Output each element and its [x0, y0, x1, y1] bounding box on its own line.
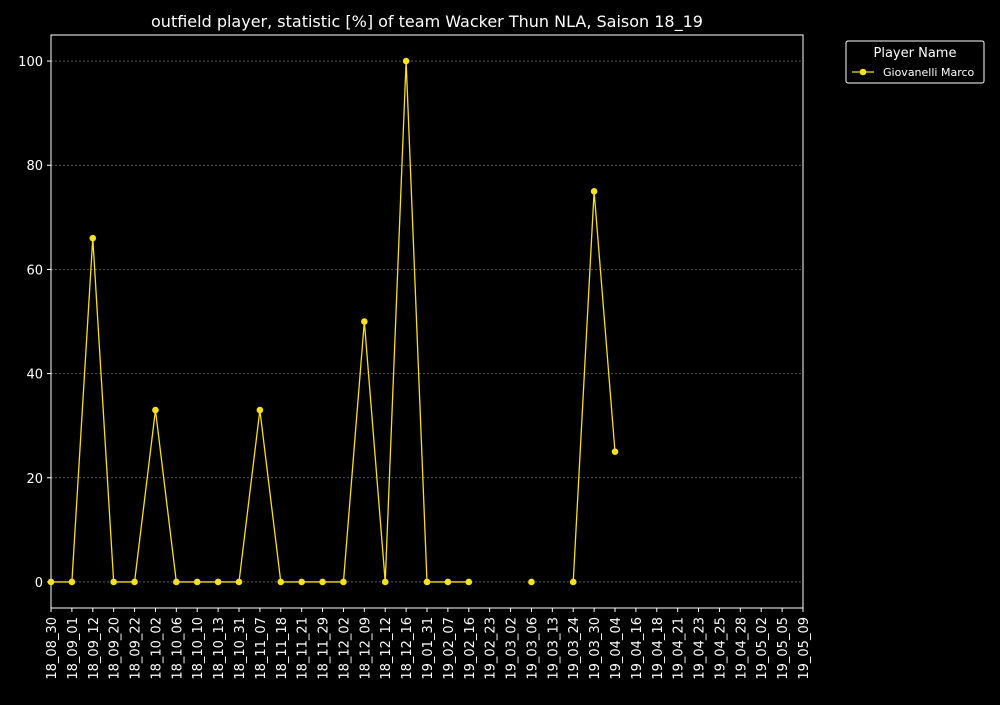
- x-tick-label: 19_03_30: [588, 617, 603, 680]
- data-point: [590, 187, 598, 195]
- data-point: [319, 578, 326, 586]
- data-point: [381, 578, 389, 586]
- x-tick-label: 18_10_31: [233, 617, 248, 680]
- data-point: [193, 578, 201, 586]
- x-tick-label: 18_10_06: [170, 617, 185, 680]
- axes: 0 20 40 60 80 100 18_08_30 18_09_01 18_09_12 18_0…: [18, 34, 812, 680]
- data-point: [423, 578, 431, 586]
- x-tick-label: 18_10_10: [191, 617, 206, 680]
- data-point: [444, 578, 452, 586]
- x-tick-label: 18_10_02: [149, 617, 164, 680]
- x-tick-label: 19_05_05: [776, 617, 791, 680]
- x-tick-label: 19_03_02: [505, 617, 520, 680]
- y-tick-label: 0: [35, 576, 43, 591]
- x-tick-label: 19_02_16: [463, 617, 478, 680]
- x-tick-label: 19_03_13: [546, 617, 561, 680]
- x-tick-label: 18_11_21: [296, 617, 311, 680]
- legend: Player Name Giovanelli Marco: [845, 40, 985, 84]
- series-group: [47, 57, 619, 586]
- plot-frame: [50, 34, 804, 609]
- data-point: [256, 406, 264, 414]
- x-tick-label: 18_11_29: [317, 617, 332, 680]
- chart-title: outfield player, statistic [%] of team W…: [151, 12, 703, 32]
- x-tick-label: 18_08_30: [45, 617, 60, 680]
- data-point: [68, 578, 76, 586]
- data-point: [89, 234, 97, 242]
- legend-box: [845, 40, 985, 84]
- data-point: [611, 448, 619, 456]
- data-point: [361, 318, 368, 325]
- data-point: [152, 406, 159, 414]
- x-tick-label: 19_04_16: [630, 617, 645, 680]
- data-point: [340, 578, 347, 586]
- data-point: [277, 578, 285, 586]
- x-tick-label: 19_04_04: [609, 617, 624, 680]
- series-line: [572, 191, 616, 582]
- x-tick-label: 19_03_24: [567, 617, 582, 680]
- y-tick-label: 80: [26, 159, 43, 174]
- x-tick-label: 19_02_23: [484, 617, 499, 680]
- x-tick-label: 19_04_23: [693, 617, 708, 680]
- data-point: [173, 578, 180, 586]
- x-tick-label: 18_09_22: [129, 617, 144, 680]
- legend-title: Player Name: [874, 46, 957, 61]
- data-point: [402, 57, 410, 65]
- data-point: [131, 578, 138, 586]
- x-tick-label: 18_12_12: [379, 617, 394, 680]
- x-tick-label: 19_04_25: [713, 617, 728, 680]
- data-point: [569, 578, 577, 586]
- grid-lines: [51, 60, 803, 583]
- series-line: [51, 61, 469, 583]
- x-tick-label: 18_11_07: [254, 617, 269, 680]
- legend-series-label: Giovanelli Marco: [883, 66, 975, 79]
- x-tick-label: 19_02_07: [442, 617, 457, 680]
- x-tick-label: 18_11_18: [275, 617, 290, 680]
- data-point: [47, 578, 55, 586]
- y-tick-label: 100: [18, 55, 43, 70]
- data-point: [235, 578, 243, 586]
- x-tick-label: 18_09_20: [108, 617, 123, 680]
- y-tick-label: 40: [26, 368, 43, 383]
- legend-point-marker: [859, 68, 867, 76]
- x-tick-label: 19_05_09: [797, 617, 812, 680]
- x-tick-label: 19_05_02: [755, 617, 770, 680]
- data-point: [214, 578, 222, 586]
- data-point: [298, 578, 305, 586]
- data-point: [110, 578, 117, 586]
- x-tick-label: 18_10_13: [212, 617, 227, 680]
- y-tick-label: 60: [26, 263, 43, 278]
- x-tick-label: 18_12_09: [358, 617, 373, 680]
- x-tick-label: 19_04_21: [672, 617, 687, 680]
- x-tick-label: 19_01_31: [421, 617, 436, 680]
- x-tick-label: 18_12_02: [337, 617, 352, 680]
- x-tick-label: 18_09_12: [87, 617, 102, 680]
- x-tick-label: 19_04_18: [651, 617, 666, 680]
- y-tick-label: 20: [26, 472, 43, 487]
- data-point: [465, 578, 473, 586]
- x-tick-label: 19_04_28: [734, 617, 749, 680]
- x-tick-label: 18_09_01: [66, 617, 81, 680]
- x-tick-label: 19_03_06: [525, 617, 540, 680]
- x-tick-label: 18_12_16: [400, 617, 415, 680]
- data-point: [528, 578, 535, 586]
